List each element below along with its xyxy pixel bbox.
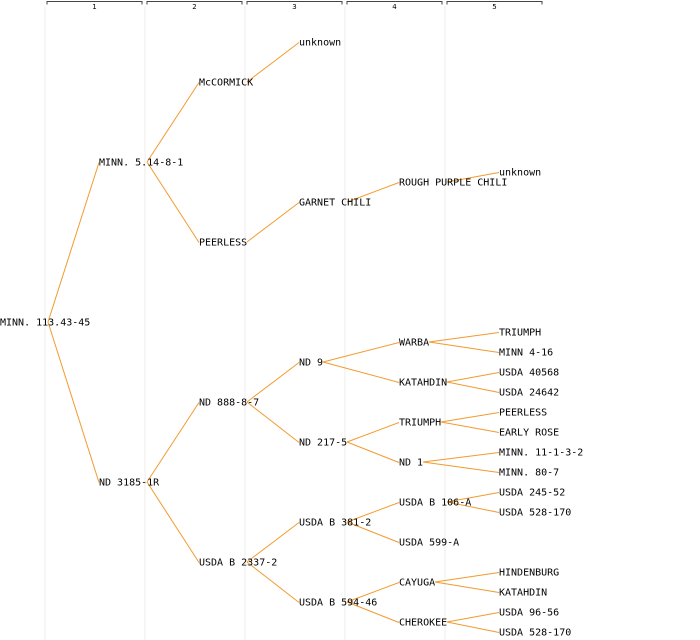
tree-edge: [322, 342, 400, 363]
tree-edge: [422, 461, 500, 473]
tree-edge: [422, 452, 500, 463]
pedigree-node: USDA 528-170: [499, 628, 571, 639]
pedigree-node: ROUGH PURPLE CHILI: [399, 178, 507, 189]
tree-edge: [246, 362, 300, 403]
tree-edge: [434, 581, 500, 593]
pedigree-node: USDA B 381-2: [299, 518, 371, 529]
tree-edge: [146, 82, 200, 163]
tree-edge: [428, 341, 500, 353]
tree-nodes: MINN. 113.43-45 MINN. 5.14-8-1 McCORMICK un…: [0, 38, 583, 639]
tree-edge: [446, 172, 500, 183]
pedigree-node: PEERLESS: [499, 408, 547, 419]
pedigree-link[interactable]: TRIUMPH: [399, 418, 441, 429]
pedigree-node: USDA 40568: [499, 368, 559, 379]
tree-edge: [446, 372, 500, 383]
tree-edge: [440, 412, 500, 423]
tree-edge: [322, 361, 400, 383]
tree-edge: [246, 202, 300, 243]
pedigree-node: CAYUGA: [399, 578, 435, 589]
pedigree-node: USDA B 106-A: [399, 498, 471, 509]
tree-edges: [47, 42, 500, 633]
generation-bracket: [146, 1, 243, 5]
tree-edge: [346, 521, 400, 543]
tree-edge: [446, 612, 500, 623]
tree-edge: [346, 582, 400, 603]
tree-edge: [146, 161, 200, 243]
tree-edge: [246, 42, 300, 83]
generation-number: 3: [292, 3, 296, 11]
pedigree-node: ND 888-8-7: [199, 398, 259, 409]
generation-bracket: [246, 1, 343, 5]
pedigree-node: MINN 4-16: [499, 348, 553, 359]
tree-edge: [346, 441, 400, 463]
pedigree-node: WARBA: [399, 338, 429, 349]
pedigree-node: GARNET CHILI: [299, 198, 371, 209]
pedigree-node: PEERLESS: [199, 238, 247, 249]
pedigree-node: KATAHDIN: [499, 588, 547, 599]
tree-edge: [440, 421, 500, 433]
pedigree-node: USDA 599-A: [399, 538, 459, 549]
pedigree-node: USDA 245-52: [499, 488, 565, 499]
pedigree-node: ND 9: [299, 358, 323, 369]
generation-number: 2: [192, 3, 196, 11]
generation-guides: [44, 6, 446, 640]
pedigree-node: ND 217-5: [299, 438, 347, 449]
tree-edge: [446, 492, 500, 503]
pedigree-node: unknown: [299, 38, 341, 49]
pedigree-node: HINDENBURG: [499, 568, 559, 579]
generation-headers: 1 2 3 4 5: [46, 1, 543, 11]
tree-edge: [146, 402, 200, 483]
generation-bracket: [446, 1, 543, 5]
generation-number: 4: [392, 3, 397, 11]
pedigree-node: unknown: [499, 168, 541, 179]
pedigree-node: MINN. 113.43-45: [0, 318, 90, 329]
tree-edge: [446, 621, 500, 633]
tree-edge: [246, 522, 300, 563]
pedigree-node: TRIUMPH: [499, 328, 541, 339]
tree-edge: [47, 321, 100, 483]
tree-edge: [446, 501, 500, 513]
tree-edge: [428, 332, 500, 343]
tree-edge: [246, 561, 300, 603]
pedigree-node: USDA 96-56: [499, 608, 559, 619]
tree-edge: [146, 481, 200, 563]
generation-number: 5: [492, 3, 496, 11]
pedigree-node: USDA B 594-46: [299, 598, 377, 609]
pedigree-node: MINN. 11-1-3-2: [499, 448, 583, 459]
pedigree-node: USDA 24642: [499, 388, 559, 399]
tree-edge: [346, 182, 400, 203]
pedigree-node: CHEROKEE: [399, 618, 447, 629]
tree-edge: [346, 502, 400, 523]
pedigree-node: KATAHDIN: [399, 378, 447, 389]
pedigree-node: EARLY ROSE: [499, 428, 559, 439]
pedigree-node: ND 3185-1R: [99, 478, 160, 489]
pedigree-node: McCORMICK: [199, 78, 253, 89]
generation-number: 1: [92, 3, 96, 11]
generation-bracket: [346, 1, 443, 5]
pedigree-node: USDA B 2337-2: [199, 558, 277, 569]
generation-bracket: [46, 1, 143, 5]
tree-edge: [47, 162, 100, 323]
pedigree-node: MINN. 80-7: [499, 468, 559, 479]
tree-edge: [434, 572, 500, 583]
pedigree-node: ND 1: [399, 458, 423, 469]
pedigree-node: USDA 528-170: [499, 508, 571, 519]
tree-edge: [446, 381, 500, 393]
tree-edge: [246, 401, 300, 443]
pedigree-node: MINN. 5.14-8-1: [99, 158, 183, 169]
tree-edge: [346, 422, 400, 443]
tree-edge: [346, 601, 400, 623]
